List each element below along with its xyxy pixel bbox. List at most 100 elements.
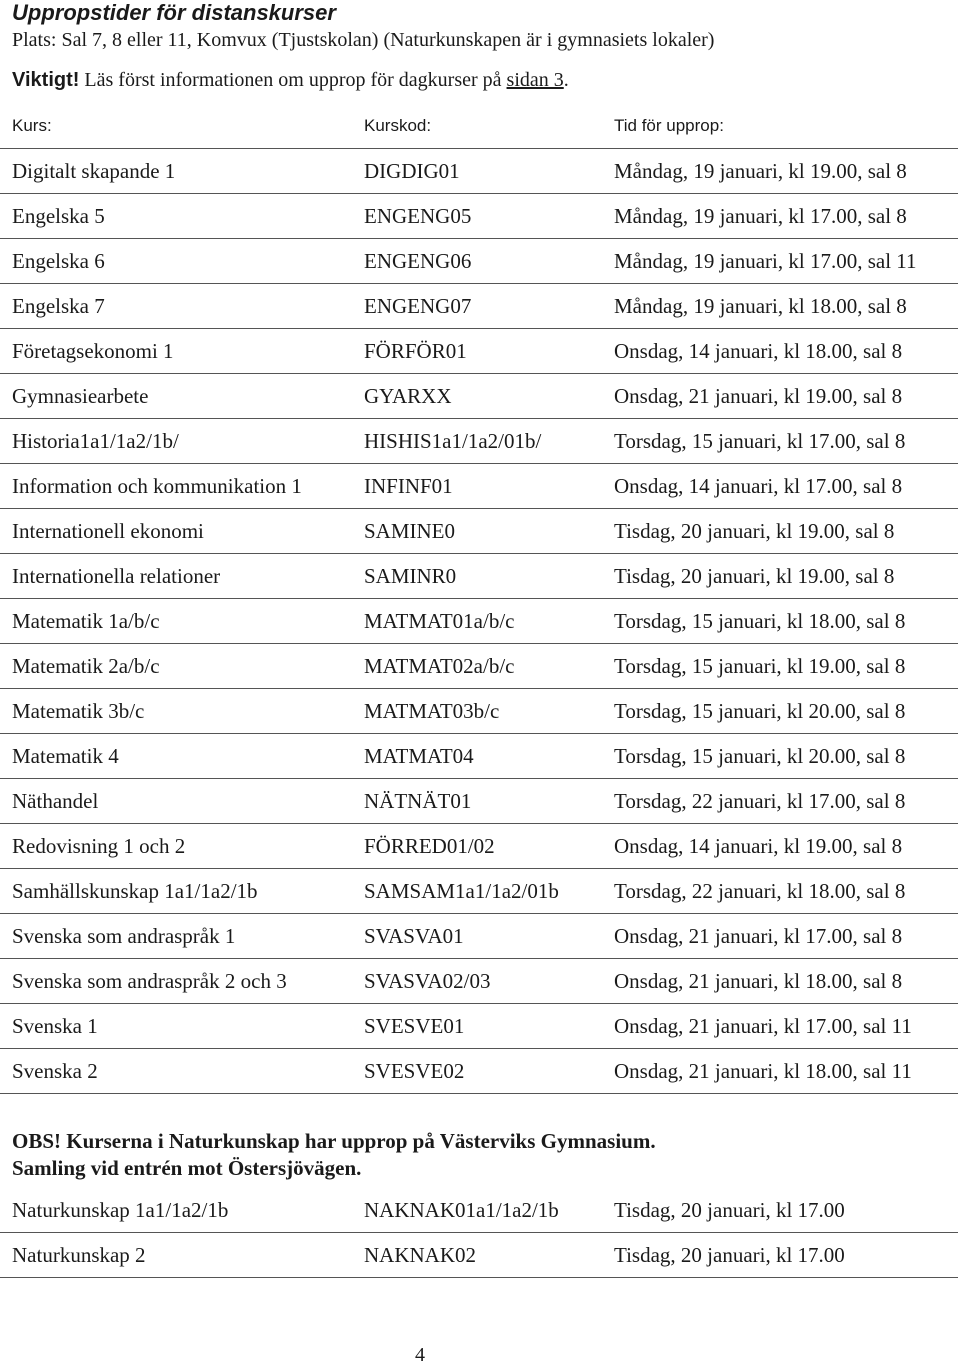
- page-number: 4: [415, 1344, 425, 1366]
- header-time: Tid för upprop:: [614, 116, 724, 135]
- table-row: Svenska som andraspråk 2 och 3 SVASVA02/0…: [0, 959, 958, 1004]
- course-code: MATMAT04: [364, 744, 474, 768]
- course-code: GYARXX: [364, 384, 452, 408]
- roll-call-time: Onsdag, 21 januari, kl 17.00, sal 11: [614, 1014, 912, 1038]
- table-row: Företagsekonomi 1 FÖRFÖR01 Onsdag, 14 janu…: [0, 329, 958, 374]
- course-code: NAKNAK01a1/1a2/1b: [364, 1198, 559, 1222]
- course-name: Internationell ekonomi: [12, 519, 204, 543]
- course-name: Matematik 2a/b/c: [12, 654, 160, 678]
- table-row: Samhällskunskap 1a1/1a2/1b SAMSAM1a1/1a2/…: [0, 869, 958, 914]
- course-code: SVESVE01: [364, 1014, 465, 1038]
- course-name: Svenska 2: [12, 1059, 98, 1083]
- course-code: ENGENG05: [364, 204, 472, 228]
- course-code: NAKNAK02: [364, 1243, 476, 1267]
- course-name: Matematik 4: [12, 744, 119, 768]
- course-name: Företagsekonomi 1: [12, 339, 174, 363]
- important-text: Läs först informationen om upprop för da…: [79, 69, 507, 91]
- obs-line-1: OBS! Kurserna i Naturkunskap har upprop …: [12, 1129, 656, 1153]
- roll-call-time: Onsdag, 21 januari, kl 18.00, sal 11: [614, 1059, 912, 1083]
- course-code: MATMAT02a/b/c: [364, 654, 515, 678]
- course-name: Digitalt skapande 1: [12, 159, 176, 183]
- table-row: Engelska 7 ENGENG07 Måndag, 19 januari, kl…: [0, 284, 958, 329]
- table-row: Engelska 6 ENGENG06 Måndag, 19 januari, kl…: [0, 239, 958, 284]
- roll-call-time: Onsdag, 14 januari, kl 18.00, sal 8: [614, 339, 903, 363]
- table-header-row: Kurs: Kurskod: Tid för upprop:: [0, 104, 958, 149]
- course-name: Matematik 1a/b/c: [12, 609, 160, 633]
- course-code: FÖRFÖR01: [364, 339, 467, 363]
- roll-call-time: Måndag, 19 januari, kl 18.00, sal 8: [614, 294, 907, 318]
- course-code: HISHIS1a1/1a2/01b/: [364, 429, 542, 453]
- course-code: MATMAT01a/b/c: [364, 609, 515, 633]
- roll-call-time: Torsdag, 15 januari, kl 20.00, sal 8: [614, 699, 906, 723]
- course-code: SVASVA01: [364, 924, 464, 948]
- table-row: Naturkunskap 1a1/1a2/1b NAKNAK01a1/1a2/1b…: [0, 1188, 958, 1233]
- table-row: Matematik 1a/b/c MATMAT01a/b/c Torsdag, 15…: [0, 599, 958, 644]
- table-row: Redovisning 1 och 2 FÖRRED01/02 Onsdag, 14…: [0, 824, 958, 869]
- course-name: Samhällskunskap 1a1/1a2/1b: [12, 879, 258, 903]
- course-code: FÖRRED01/02: [364, 834, 495, 858]
- course-name: Gymnasiearbete: [12, 384, 149, 408]
- table-row: Information och kommunikation 1 INFINF01 O…: [0, 464, 958, 509]
- table-row: Matematik 3b/c MATMAT03b/c Torsdag, 15 jan…: [0, 689, 958, 734]
- header-course: Kurs:: [12, 116, 52, 135]
- course-code: ENGENG06: [364, 249, 472, 273]
- course-code: DIGDIG01: [364, 159, 460, 183]
- course-name: Historia1a1/1a2/1b/: [12, 429, 179, 453]
- course-name: Engelska 6: [12, 249, 105, 273]
- course-code: SVESVE02: [364, 1059, 465, 1083]
- page-title: Uppropstider för distanskurser: [12, 0, 336, 25]
- roll-call-time: Torsdag, 22 januari, kl 18.00, sal 8: [614, 879, 906, 903]
- roll-call-time: Måndag, 19 januari, kl 17.00, sal 8: [614, 204, 907, 228]
- course-code: SVASVA02/03: [364, 969, 491, 993]
- course-code: NÄTNÄT01: [364, 789, 472, 813]
- table-row: Svenska 1 SVESVE01 Onsdag, 21 januari, kl …: [0, 1004, 958, 1049]
- roll-call-time: Tisdag, 20 januari, kl 19.00, sal 8: [614, 564, 895, 588]
- course-name: Svenska 1: [12, 1014, 98, 1038]
- roll-call-time: Tisdag, 20 januari, kl 17.00: [614, 1198, 845, 1222]
- roll-call-time: Torsdag, 15 januari, kl 20.00, sal 8: [614, 744, 906, 768]
- course-code: SAMINR0: [364, 564, 457, 588]
- course-name: Näthandel: [12, 789, 99, 813]
- roll-call-time: Onsdag, 21 januari, kl 17.00, sal 8: [614, 924, 903, 948]
- obs-line-2: Samling vid entrén mot Östersjövägen.: [12, 1156, 362, 1180]
- roll-call-time: Onsdag, 21 januari, kl 18.00, sal 8: [614, 969, 903, 993]
- course-name: Svenska som andraspråk 2 och 3: [12, 969, 287, 993]
- roll-call-time: Torsdag, 15 januari, kl 18.00, sal 8: [614, 609, 906, 633]
- roll-call-time: Onsdag, 21 januari, kl 19.00, sal 8: [614, 384, 903, 408]
- roll-call-time: Torsdag, 15 januari, kl 19.00, sal 8: [614, 654, 906, 678]
- table-row: Gymnasiearbete GYARXX Onsdag, 21 januari, …: [0, 374, 958, 419]
- course-code: ENGENG07: [364, 294, 472, 318]
- course-code: SAMSAM1a1/1a2/01b: [364, 879, 559, 903]
- course-name: Engelska 5: [12, 204, 105, 228]
- important-text-end: .: [563, 69, 569, 91]
- course-name: Naturkunskap 2: [12, 1243, 146, 1267]
- course-table: Kurs: Kurskod: Tid för upprop: Digitalt …: [0, 104, 958, 1094]
- course-name: Redovisning 1 och 2: [12, 834, 186, 858]
- course-name: Matematik 3b/c: [12, 699, 145, 723]
- table-row: Engelska 5 ENGENG05 Måndag, 19 januari, kl…: [0, 194, 958, 239]
- roll-call-time: Tisdag, 20 januari, kl 19.00, sal 8: [614, 519, 895, 543]
- table-row: Matematik 2a/b/c MATMAT02a/b/c Torsdag, 15…: [0, 644, 958, 689]
- course-name: Svenska som andraspråk 1: [12, 924, 236, 948]
- table-row: Näthandel NÄTNÄT01 Torsdag, 22 januari, kl…: [0, 779, 958, 824]
- table-row: Historia1a1/1a2/1b/HISHIS1a1/1a2/01b/Tor…: [0, 419, 958, 464]
- table-row: Internationell ekonomi SAMINE0 Tisdag, 20 …: [0, 509, 958, 554]
- table-row: Svenska 2 SVESVE02 Onsdag, 21 januari, kl …: [0, 1049, 958, 1094]
- nature-course-table: Naturkunskap 1a1/1a2/1b NAKNAK01a1/1a2/1b…: [0, 1188, 958, 1278]
- roll-call-time: Måndag, 19 januari, kl 19.00, sal 8: [614, 159, 907, 183]
- important-note: Viktigt! Läs först informationen om uppr…: [12, 68, 569, 92]
- page-3-link[interactable]: sidan 3: [506, 69, 564, 91]
- table-row: Internationella relationer SAMINR0 Tisdag,…: [0, 554, 958, 599]
- roll-call-time: Torsdag, 15 januari, kl 17.00, sal 8: [614, 429, 906, 453]
- course-name: Information och kommunikation 1: [12, 474, 302, 498]
- table-row: Matematik 4 MATMAT04 Torsdag, 15 januari, …: [0, 734, 958, 779]
- table-row: Svenska som andraspråk 1 SVASVA01 Onsdag, …: [0, 914, 958, 959]
- roll-call-time: Tisdag, 20 januari, kl 17.00: [614, 1243, 845, 1267]
- roll-call-time: Måndag, 19 januari, kl 17.00, sal 11: [614, 249, 917, 273]
- roll-call-time: Torsdag, 22 januari, kl 17.00, sal 8: [614, 789, 906, 813]
- course-name: Engelska 7: [12, 294, 105, 318]
- course-name: Internationella relationer: [12, 564, 221, 588]
- important-label: Viktigt!: [12, 69, 80, 91]
- course-code: SAMINE0: [364, 519, 456, 543]
- header-code: Kurskod:: [364, 116, 432, 135]
